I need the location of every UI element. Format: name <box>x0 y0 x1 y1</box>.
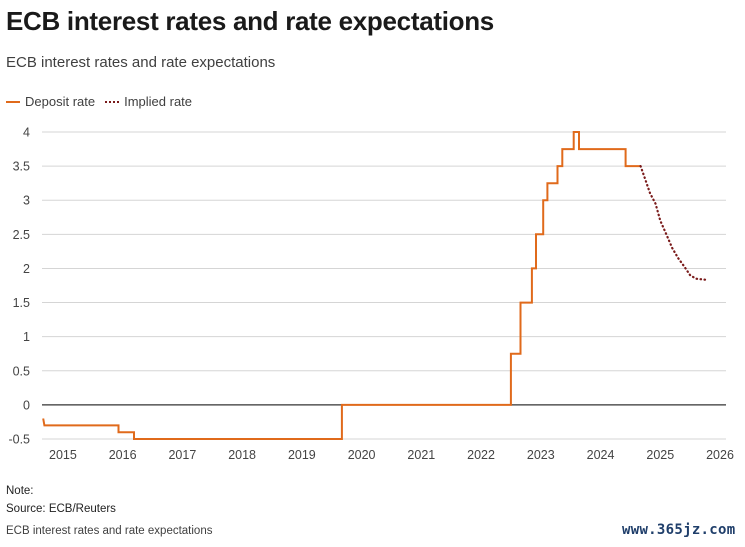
x-tick-label: 2022 <box>467 448 495 462</box>
watermark: www.365jz.com <box>622 522 736 538</box>
y-tick-label: 1 <box>23 330 30 344</box>
x-tick-label: 2018 <box>228 448 256 462</box>
y-tick-label: 0.5 <box>13 364 30 378</box>
y-tick-label: 1.5 <box>13 296 30 310</box>
x-tick-label: 2020 <box>348 448 376 462</box>
y-tick-label: 0 <box>23 398 30 412</box>
y-tick-label: 3 <box>23 194 30 208</box>
y-tick-label: 2.5 <box>13 228 30 242</box>
chart-title: ECB interest rates and rate expectations <box>6 6 494 36</box>
x-tick-label: 2021 <box>407 448 435 462</box>
x-tick-label: 2025 <box>646 448 674 462</box>
legend-label-deposit: Deposit rate <box>25 94 96 109</box>
chart-subtitle: ECB interest rates and rate expectations <box>6 54 276 71</box>
x-tick-label: 2016 <box>109 448 137 462</box>
y-tick-label: 2 <box>23 262 30 276</box>
x-tick-label: 2024 <box>587 448 615 462</box>
legend-item-implied: Implied rate <box>105 94 192 109</box>
x-tick-label: 2017 <box>168 448 196 462</box>
legend-label-implied: Implied rate <box>124 94 193 109</box>
y-tick-label: 4 <box>23 126 30 140</box>
chart-legend: Deposit rate Implied rate <box>6 94 202 109</box>
y-tick-label: -0.5 <box>8 433 30 447</box>
deposit-rate-line <box>42 131 641 440</box>
chart-source: Source: ECB/Reuters <box>6 503 116 515</box>
chart-note: Note: <box>6 485 34 497</box>
legend-swatch-implied <box>105 100 120 103</box>
chart-footer: ECB interest rates and rate expectations <box>6 525 213 537</box>
y-tick-label: 3.5 <box>13 160 30 174</box>
x-tick-label: 2015 <box>49 448 77 462</box>
implied-rate-line <box>639 165 710 282</box>
x-tick-label: 2019 <box>288 448 316 462</box>
legend-swatch-deposit <box>6 100 20 103</box>
x-tick-label: 2026 <box>706 448 734 462</box>
legend-item-deposit: Deposit rate <box>6 94 95 109</box>
x-tick-label: 2023 <box>527 448 555 462</box>
